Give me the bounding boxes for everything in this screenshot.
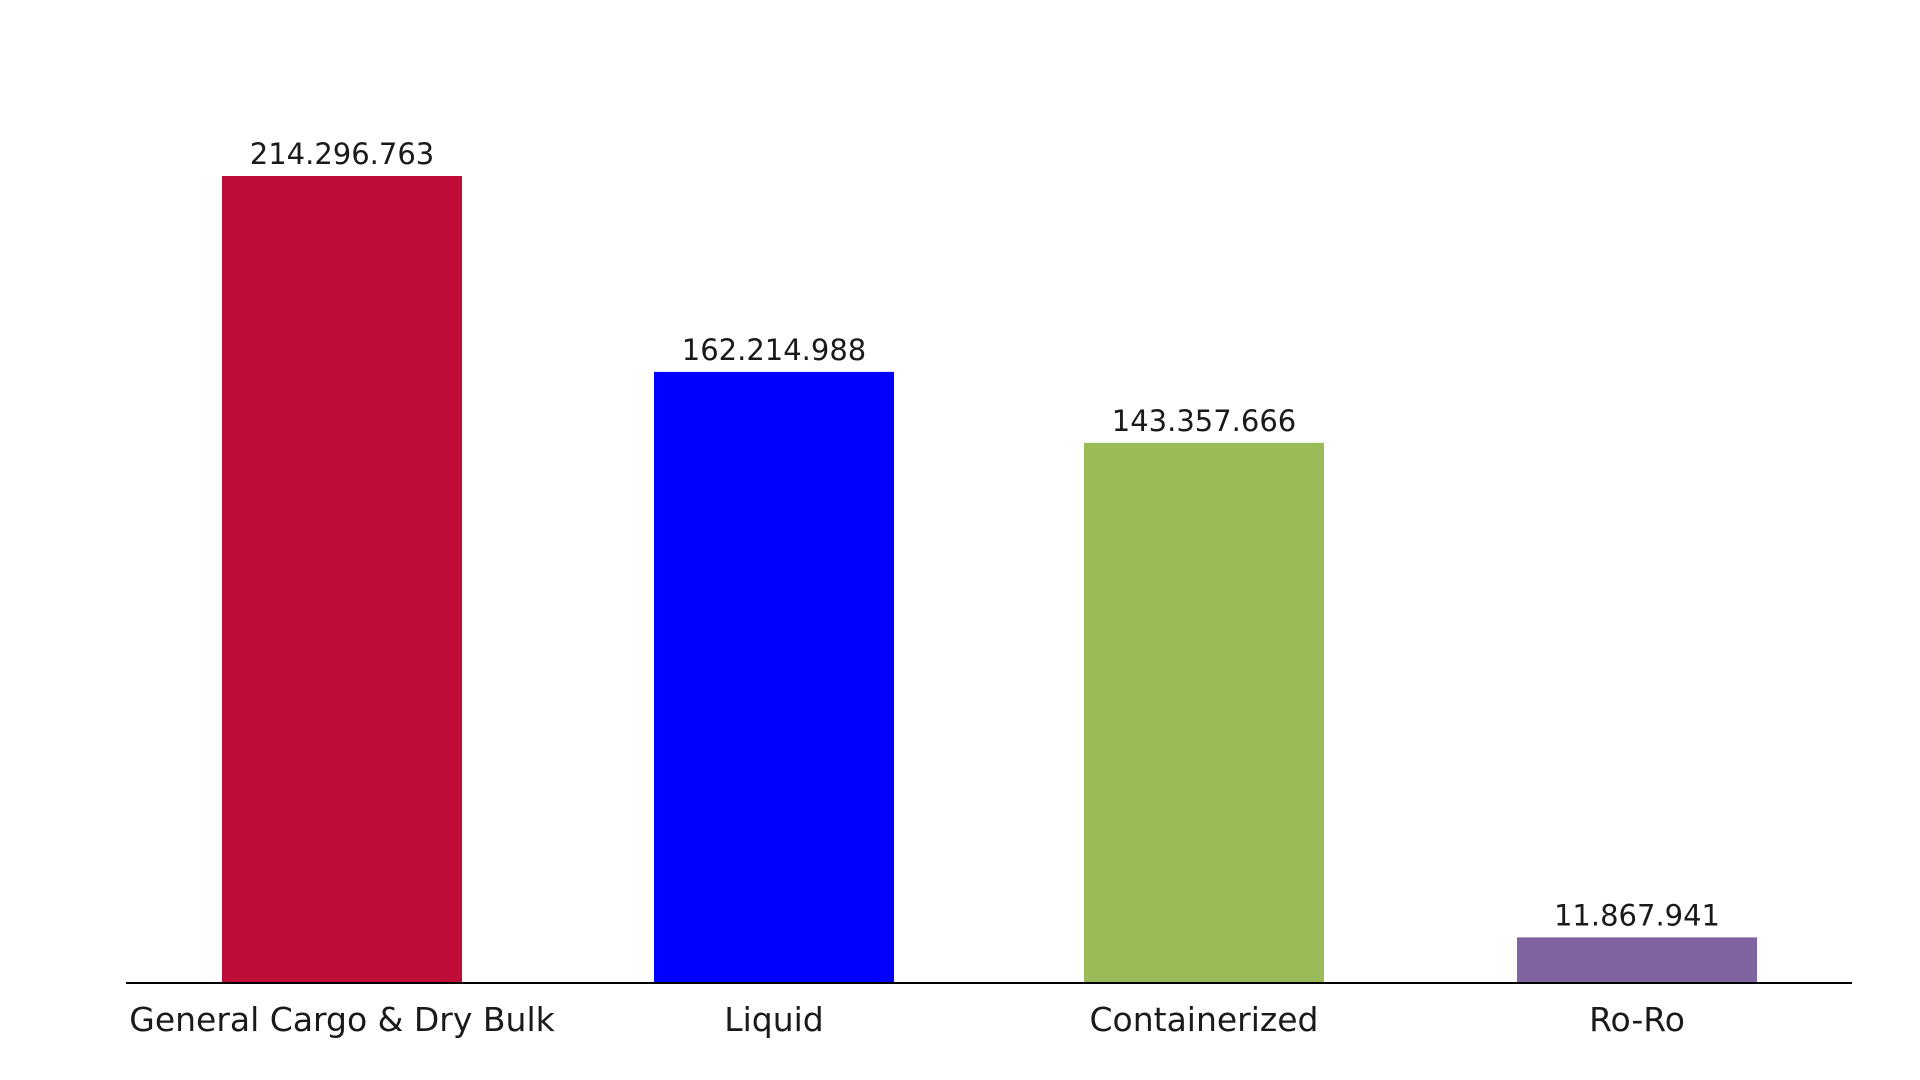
category-label-ro-ro: Ro-Ro	[1589, 1000, 1685, 1039]
bars-layer	[222, 176, 1757, 982]
bar-ro-ro	[1517, 937, 1757, 982]
data-label-liquid: 162.214.988	[682, 333, 867, 367]
category-labels-layer: General Cargo & Dry Bulk Liquid Containeri…	[129, 1000, 1685, 1039]
value-labels-layer: 214.296.763 162.214.988 143.357.666 11.867.…	[250, 137, 1720, 932]
category-label-liquid: Liquid	[724, 1000, 824, 1039]
category-label-containerized: Containerized	[1089, 1000, 1318, 1039]
data-label-ro-ro: 11.867.941	[1554, 898, 1720, 932]
data-label-containerized: 143.357.666	[1112, 404, 1297, 438]
bar-containerized	[1084, 442, 1324, 982]
data-label-general-cargo-and-dry-bulk: 214.296.763	[250, 137, 435, 171]
bar-general-cargo-and-dry-bulk	[222, 176, 462, 982]
category-label-general-cargo-and-dry-bulk: General Cargo & Dry Bulk	[129, 1000, 555, 1039]
bar-liquid	[654, 371, 894, 982]
